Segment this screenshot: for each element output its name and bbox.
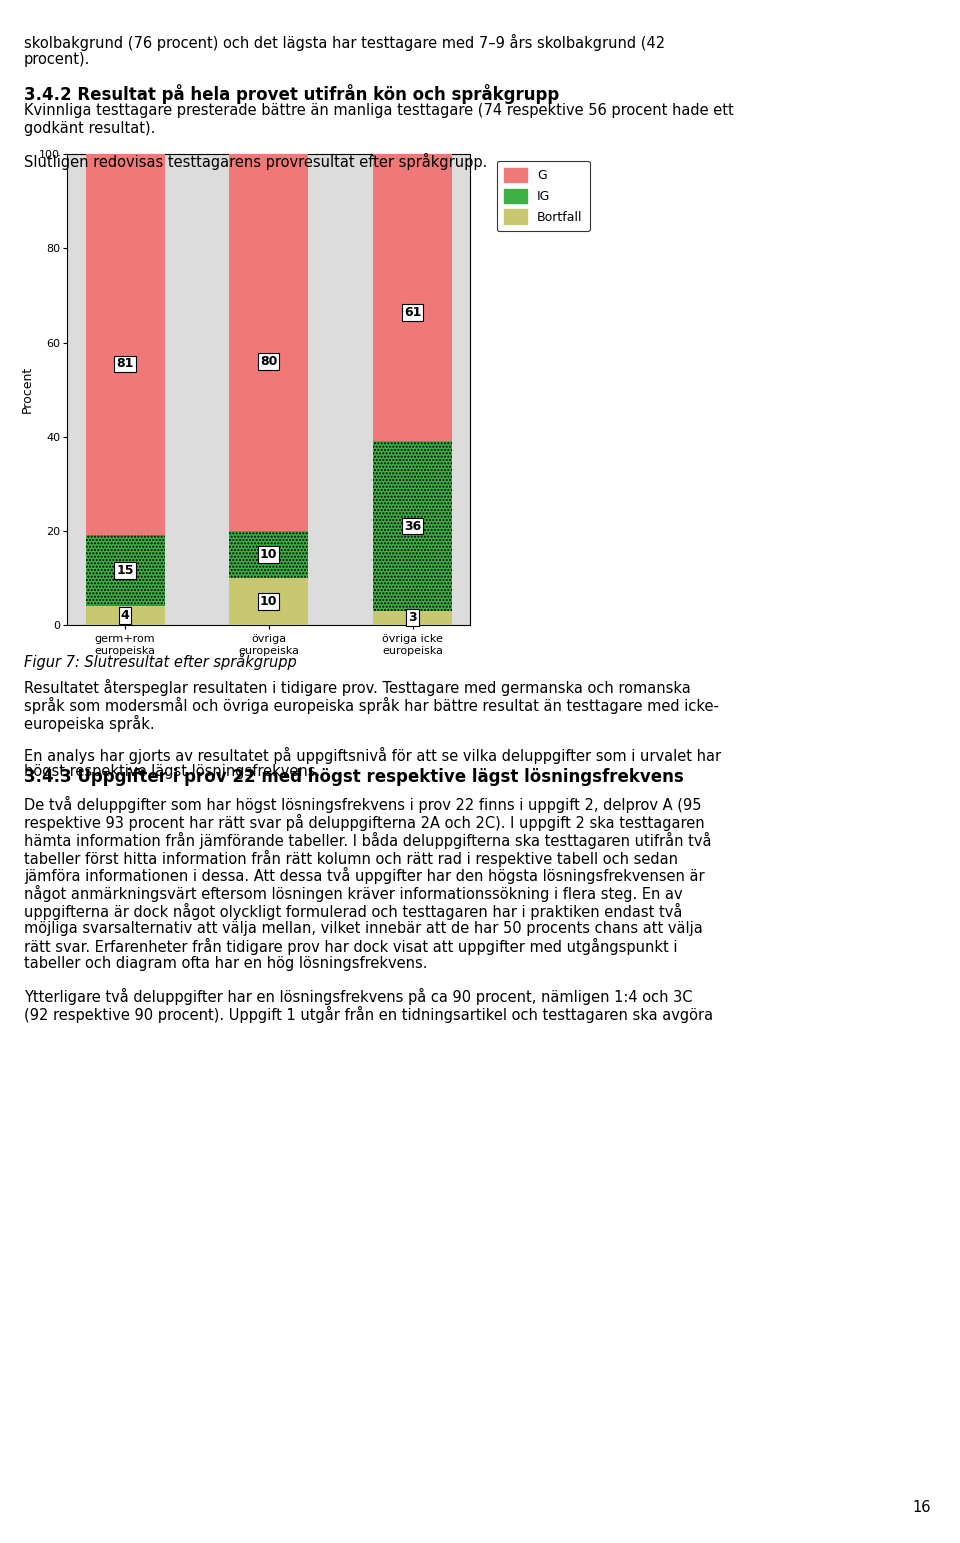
Text: 10: 10 (260, 548, 277, 560)
Text: uppgifterna är dock något olyckligt formulerad och testtagaren har i praktiken e: uppgifterna är dock något olyckligt form… (24, 903, 683, 920)
Text: jämföra informationen i dessa. Att dessa två uppgifter har den högsta lösningsfr: jämföra informationen i dessa. Att dessa… (24, 867, 705, 884)
Text: Kvinnliga testtagare presterade bättre än manliga testtagare (74 respektive 56 p: Kvinnliga testtagare presterade bättre ä… (24, 103, 733, 119)
Text: något anmärkningsvärt eftersom lösningen kräver informationssökning i flera steg: något anmärkningsvärt eftersom lösningen… (24, 886, 683, 903)
Bar (85, 606, 164, 625)
Text: tabeller och diagram ofta har en hög lösningsfrekvens.: tabeller och diagram ofta har en hög lös… (24, 957, 427, 971)
Bar (85, 535, 164, 606)
Text: En analys har gjorts av resultatet på uppgiftsnivå för att se vilka deluppgifter: En analys har gjorts av resultatet på up… (24, 747, 721, 764)
Bar (373, 611, 452, 625)
Text: procent).: procent). (24, 51, 90, 66)
Text: (92 respektive 90 procent). Uppgift 1 utgår från en tidningsartikel och testtaga: (92 respektive 90 procent). Uppgift 1 ut… (24, 1006, 713, 1023)
Bar (85, 154, 164, 535)
Text: respektive 93 procent har rätt svar på deluppgifterna 2A och 2C). I uppgift 2 sk: respektive 93 procent har rätt svar på d… (24, 815, 705, 832)
Text: högst respektive lägst lösningsfrekvens.: högst respektive lägst lösningsfrekvens. (24, 764, 321, 779)
Text: 4: 4 (121, 609, 130, 622)
Text: De två deluppgifter som har högst lösningsfrekvens i prov 22 finns i uppgift 2, : De två deluppgifter som har högst lösnin… (24, 796, 702, 813)
Text: 15: 15 (116, 565, 133, 577)
Text: 3: 3 (408, 611, 417, 625)
Text: 10: 10 (260, 596, 277, 608)
Text: 16: 16 (913, 1500, 931, 1515)
Text: europeiska språk.: europeiska språk. (24, 714, 155, 731)
Text: 3.4.3 Uppgifter i prov 22 med högst respektive lägst lösningsfrekvens: 3.4.3 Uppgifter i prov 22 med högst resp… (24, 768, 684, 785)
Text: 80: 80 (260, 355, 277, 367)
Text: Resultatet återspeglar resultaten i tidigare prov. Testtagare med germanska och : Resultatet återspeglar resultaten i tidi… (24, 679, 691, 696)
Text: Slutligen redovisas testtagarens provresultat efter språkgrupp.: Slutligen redovisas testtagarens provres… (24, 153, 488, 170)
Text: 36: 36 (404, 520, 421, 532)
Text: 81: 81 (116, 358, 133, 370)
Bar (229, 579, 308, 625)
Text: 61: 61 (404, 306, 421, 319)
Text: rätt svar. Erfarenheter från tidigare prov har dock visat att uppgifter med utgå: rätt svar. Erfarenheter från tidigare pr… (24, 938, 678, 955)
Text: Ytterligare två deluppgifter har en lösningsfrekvens på ca 90 procent, nämligen : Ytterligare två deluppgifter har en lösn… (24, 988, 692, 1004)
Bar (373, 154, 452, 441)
Text: Figur 7: Slutresultat efter språkgrupp: Figur 7: Slutresultat efter språkgrupp (24, 653, 297, 670)
Y-axis label: Procent: Procent (21, 366, 34, 414)
Text: tabeller först hitta information från rätt kolumn och rätt rad i respektive tabe: tabeller först hitta information från rä… (24, 850, 678, 867)
Text: hämta information från jämförande tabeller. I båda deluppgifterna ska testtagare: hämta information från jämförande tabell… (24, 832, 711, 849)
Text: godkänt resultat).: godkänt resultat). (24, 120, 156, 136)
Legend: G, IG, Bortfall: G, IG, Bortfall (497, 160, 589, 231)
Text: möjliga svarsalternativ att välja mellan, vilket innebär att de har 50 procents : möjliga svarsalternativ att välja mellan… (24, 921, 703, 935)
Bar (229, 154, 308, 531)
Text: skolbakgrund (76 procent) och det lägsta har testtagare med 7–9 års skolbakgrund: skolbakgrund (76 procent) och det lägsta… (24, 34, 665, 51)
Bar (229, 531, 308, 579)
Text: språk som modersmål och övriga europeiska språk har bättre resultat än testtagar: språk som modersmål och övriga europeisk… (24, 697, 719, 714)
Bar (373, 441, 452, 611)
Text: 3.4.2 Resultat på hela provet utifrån kön och språkgrupp: 3.4.2 Resultat på hela provet utifrån kö… (24, 83, 560, 103)
